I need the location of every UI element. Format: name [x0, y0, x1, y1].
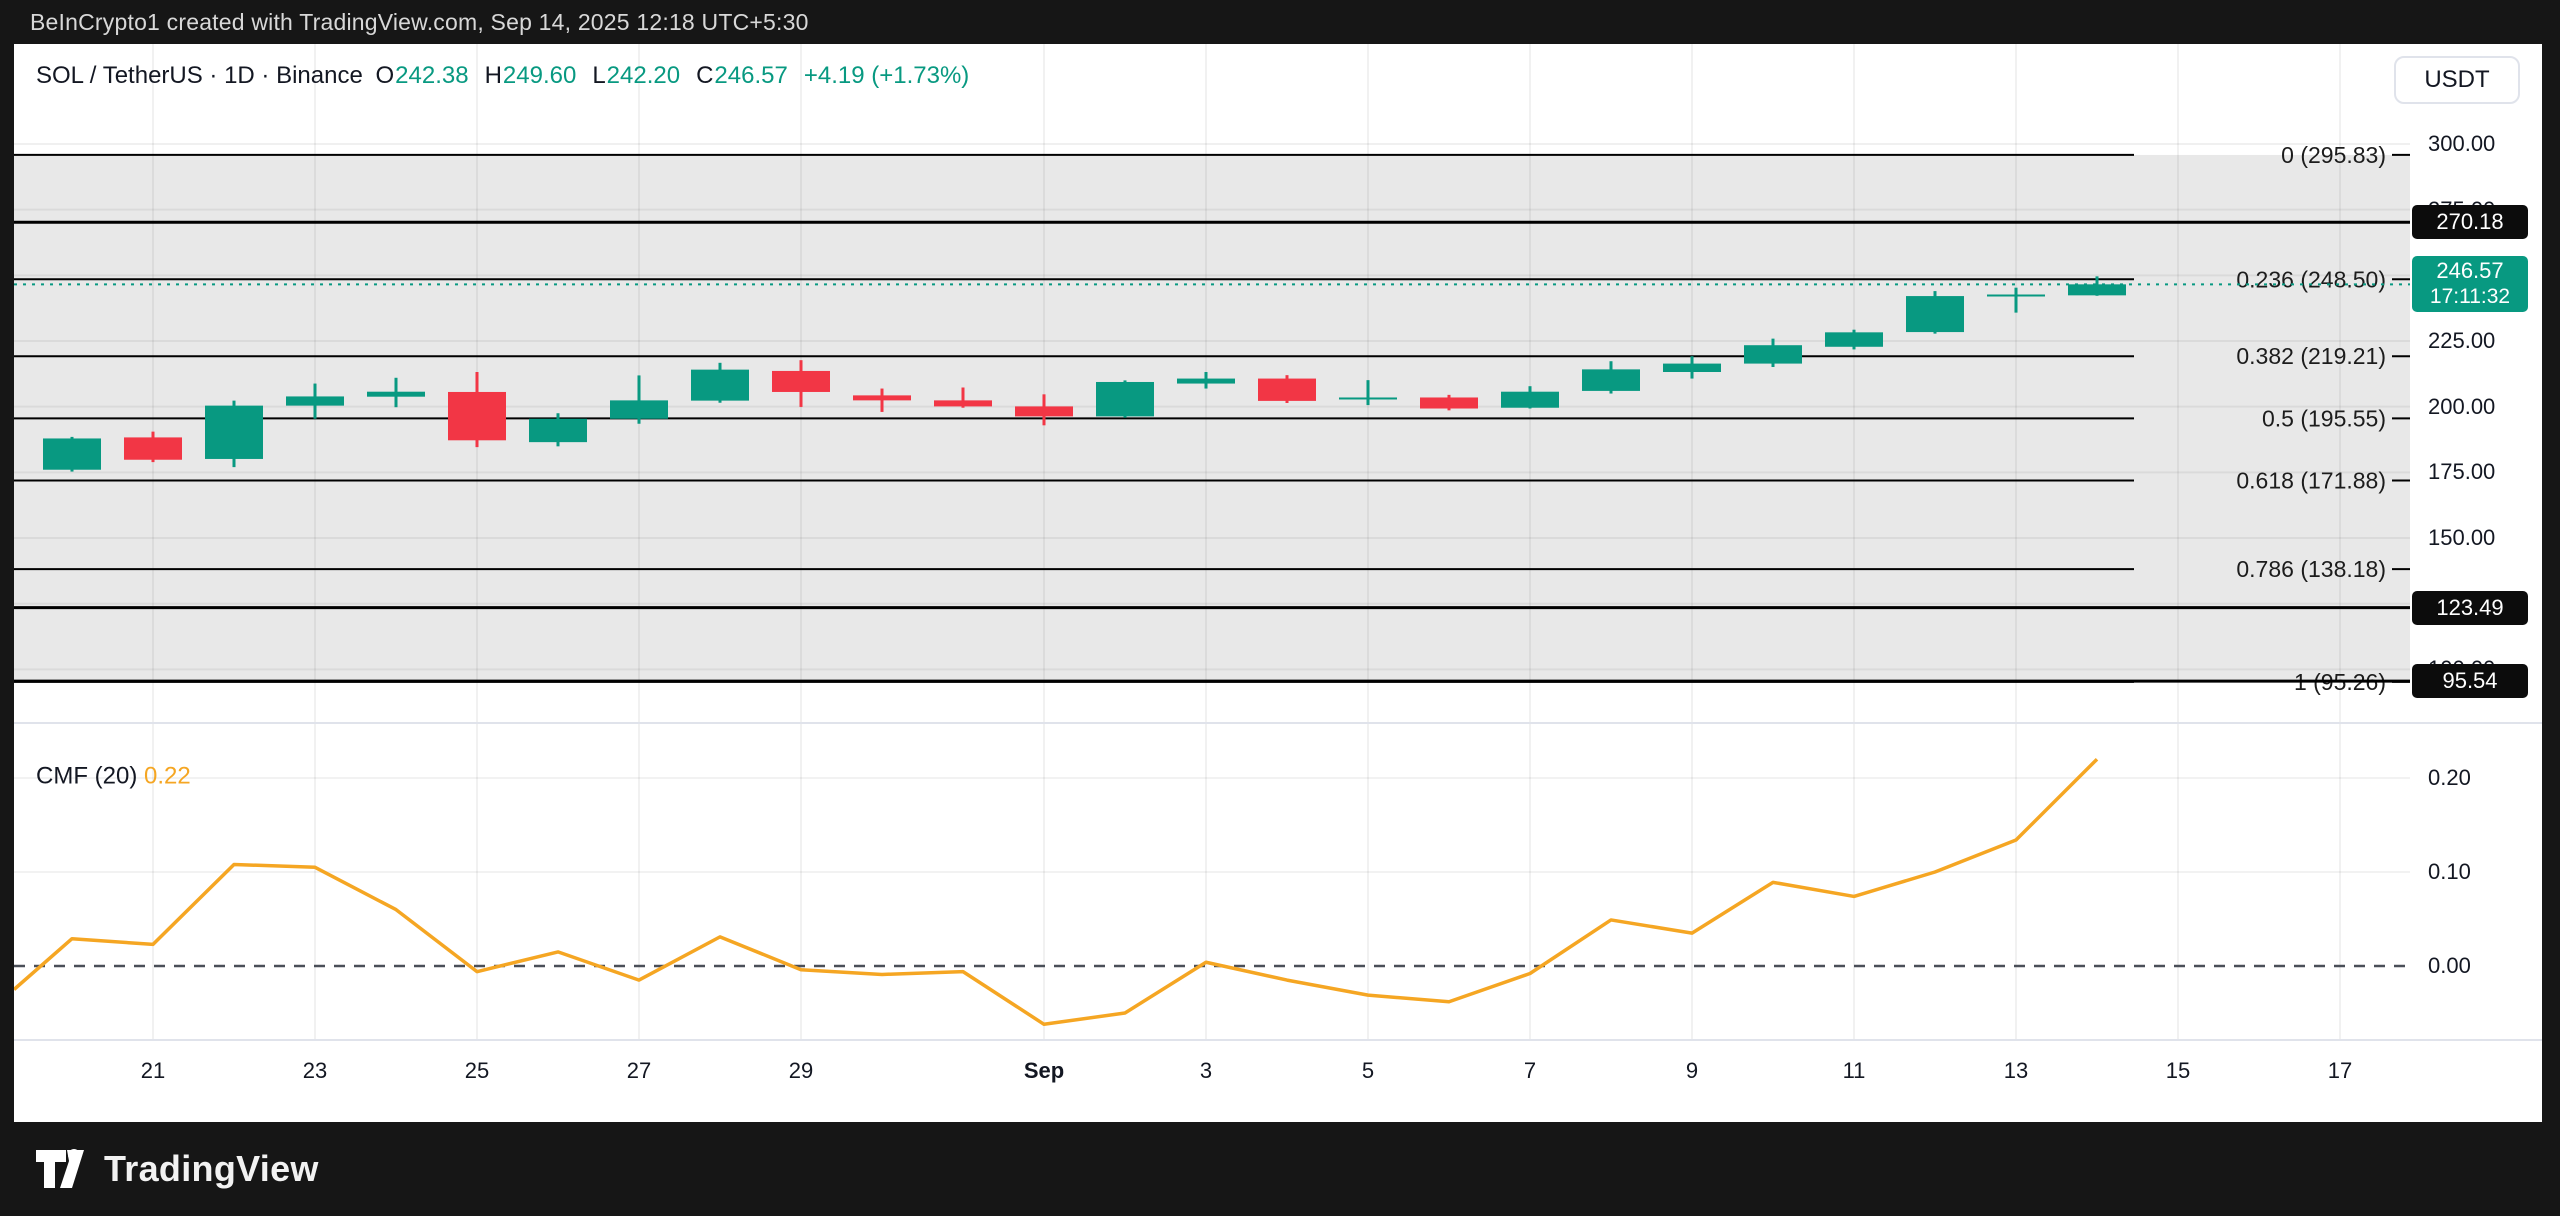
indicator-value: 0.22	[144, 763, 191, 790]
ohlc-high-value: 249.60	[502, 62, 577, 89]
ohlc-close-value: 246.57	[714, 62, 788, 89]
cmf-axis-tick[interactable]: 0.00	[2428, 953, 2471, 978]
fib-level-label: 0.382 (219.21)	[2236, 343, 2386, 369]
candle-body	[853, 395, 911, 401]
candle-body	[1420, 397, 1478, 409]
candle-body	[1663, 363, 1721, 372]
fib-level-label: 0.5 (195.55)	[2262, 405, 2386, 431]
date-axis-label[interactable]: 7	[1524, 1058, 1536, 1083]
tradingview-footer: TradingView	[0, 1122, 2560, 1216]
tradingview-logo-icon	[36, 1149, 84, 1188]
candle-body	[367, 391, 425, 397]
date-axis-label[interactable]: 21	[141, 1058, 165, 1083]
candle-body	[43, 438, 101, 470]
price-axis-tick[interactable]: 150.00	[2428, 525, 2496, 551]
ohlc-low-label: L	[592, 62, 606, 89]
fib-level-label: 0.618 (171.88)	[2236, 468, 2386, 494]
candle-body	[448, 391, 506, 441]
bar-countdown: 17:11:32	[2429, 285, 2511, 309]
ohlc-low-value: 242.20	[606, 62, 681, 89]
candle-body	[1339, 397, 1397, 400]
date-axis-label[interactable]: 15	[2166, 1058, 2190, 1083]
candle-body	[1825, 332, 1883, 347]
cmf-line	[12, 757, 2099, 1027]
currency-toggle-button[interactable]: USDT	[2394, 56, 2520, 104]
date-axis-label[interactable]: Sep	[1024, 1058, 1064, 1083]
watermark-topbar: BeInCrypto1 created with TradingView.com…	[0, 0, 2560, 44]
last-price-value: 246.57	[2436, 258, 2504, 284]
candle-body	[529, 418, 587, 443]
candle-body	[691, 369, 749, 401]
ohlc-close-label: C	[696, 62, 714, 89]
ohlc-change-value: +4.19 (+1.73%)	[803, 62, 970, 89]
candle-body	[1906, 296, 1964, 333]
candle-body	[1177, 378, 1235, 384]
candle-body	[286, 396, 344, 406]
candle-body	[205, 405, 263, 459]
candle-body	[610, 400, 668, 419]
price-axis-tick[interactable]: 225.00	[2428, 328, 2496, 353]
candle-body	[1258, 378, 1316, 401]
candle-body	[1744, 345, 1802, 364]
tradingview-brand-text: TradingView	[104, 1148, 319, 1189]
candle-body	[1096, 381, 1154, 417]
fib-level-label: 0.786 (138.18)	[2236, 556, 2386, 582]
last-price-badge: 246.57 17:11:32	[2412, 256, 2528, 313]
chart-plot-area[interactable]: 0 (295.83) 0.236 (248.50) 0.382 (219.21) 0.…	[12, 44, 2542, 1122]
date-axis-label[interactable]: 25	[465, 1058, 489, 1083]
price-axis[interactable]: 300.00275.00250.00225.00200.00175.00150.…	[2410, 44, 2542, 1122]
date-axis-label[interactable]: 17	[2328, 1058, 2352, 1083]
cmf-axis-tick[interactable]: 0.10	[2428, 859, 2471, 884]
cmf-axis-tick[interactable]: 0.20	[2428, 765, 2471, 790]
date-axis-label[interactable]: 11	[1843, 1058, 1866, 1083]
watermark-text: BeInCrypto1 created with TradingView.com…	[30, 8, 809, 35]
date-axis-label[interactable]: 23	[303, 1058, 327, 1083]
chart-canvas[interactable]: 0 (295.83) 0.236 (248.50) 0.382 (219.21) 0.…	[12, 44, 2542, 1122]
candle-body	[1501, 391, 1559, 408]
candle-body	[772, 370, 830, 392]
fib-level-label: 0 (295.83)	[2281, 142, 2386, 168]
price-line-badge: 95.54	[2412, 664, 2528, 699]
candle-body	[2068, 284, 2126, 296]
price-axis-tick[interactable]: 300.00	[2428, 130, 2496, 156]
ohlc-high-label: H	[484, 62, 502, 89]
candle-body	[124, 437, 182, 460]
candle-body	[1582, 369, 1640, 391]
candle-body	[934, 400, 992, 407]
candle-body	[1015, 406, 1073, 417]
price-line-badge: 123.49	[2412, 590, 2528, 625]
indicator-label: CMF (20)	[36, 763, 137, 790]
price-axis-tick[interactable]: 200.00	[2428, 393, 2496, 419]
date-axis-label[interactable]: 29	[789, 1058, 813, 1083]
price-line-badge: 270.18	[2412, 205, 2528, 240]
price-axis-tick[interactable]: 175.00	[2428, 459, 2496, 485]
date-axis-label[interactable]: 9	[1686, 1058, 1698, 1083]
ohlc-open-value: 242.38	[395, 62, 469, 89]
date-axis-label[interactable]: 3	[1200, 1058, 1212, 1083]
fib-level-label: 0.236 (248.50)	[2236, 266, 2386, 292]
chart-sheet[interactable]: 0 (295.83) 0.236 (248.50) 0.382 (219.21) 0.…	[12, 44, 2542, 1122]
ohlc-open-label: O	[375, 62, 395, 89]
candle-body	[1987, 294, 2045, 297]
date-axis-label[interactable]: 5	[1362, 1058, 1374, 1083]
date-axis-label[interactable]: 13	[2004, 1058, 2028, 1083]
symbol-title[interactable]: SOL / TetherUS · 1D · Binance	[36, 62, 363, 89]
date-axis-label[interactable]: 27	[627, 1058, 651, 1083]
symbol-legend[interactable]: SOL / TetherUS · 1D · Binance O242.38 H24…	[36, 62, 975, 90]
